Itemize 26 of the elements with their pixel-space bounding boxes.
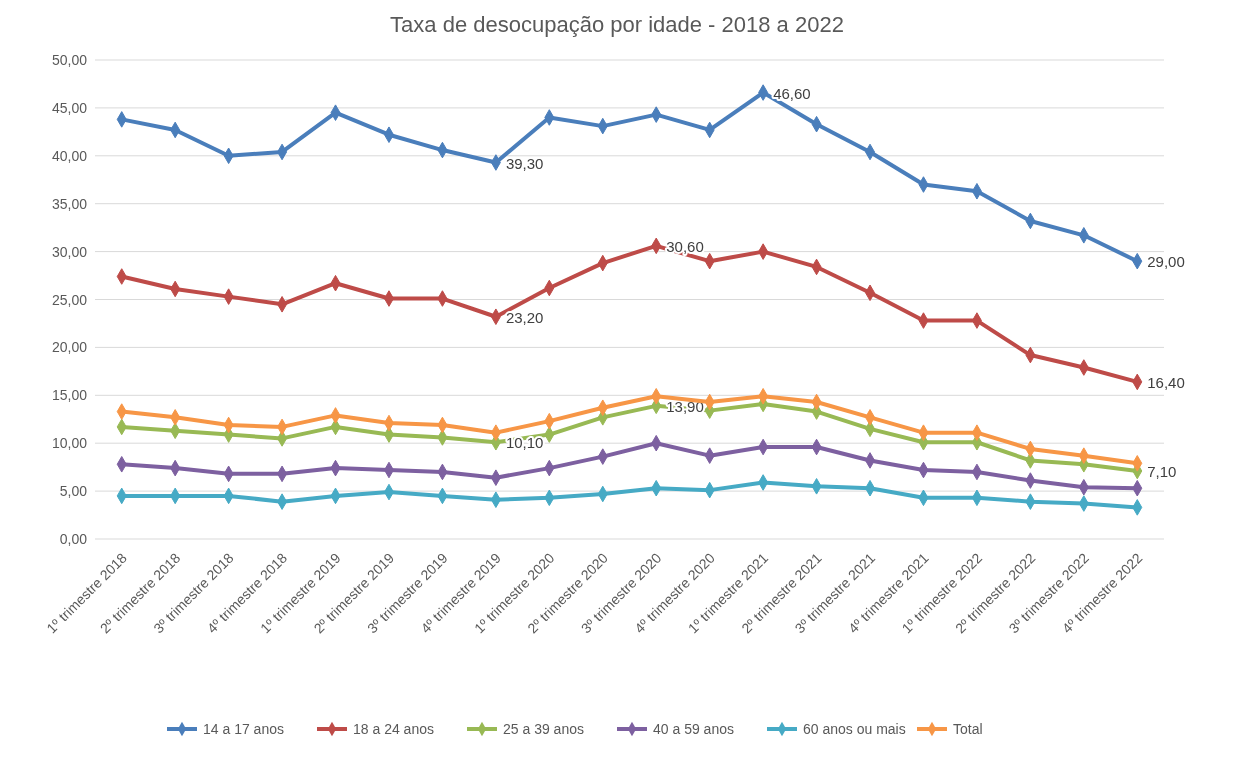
data-label: 39,30 <box>505 154 544 172</box>
y-tick-label: 25,00 <box>51 291 88 308</box>
legend-label: 25 a 39 anos <box>503 721 584 737</box>
y-tick-label: 0,00 <box>59 531 88 547</box>
data-label: 7,10 <box>1147 462 1177 480</box>
y-tick-label: 5,00 <box>59 483 88 500</box>
legend-label: 18 a 24 anos <box>353 721 434 737</box>
data-label: 46,60 <box>773 84 811 102</box>
y-tick-label: 20,00 <box>51 339 88 356</box>
y-tick-label: 15,00 <box>51 387 88 404</box>
data-label: 10,10 <box>505 434 544 452</box>
chart-title: Taxa de desocupação por idade - 2018 a 2022 <box>390 12 844 37</box>
data-label: 29,00 <box>1147 253 1185 271</box>
legend-label: 40 a 59 anos <box>653 721 734 737</box>
data-label: 23,20 <box>505 308 544 326</box>
y-tick-label: 50,00 <box>51 52 88 68</box>
y-tick-label: 40,00 <box>51 147 88 164</box>
y-tick-label: 10,00 <box>51 435 88 452</box>
data-label: 16,40 <box>1147 373 1185 391</box>
data-label: 30,60 <box>666 237 704 255</box>
y-tick-label: 30,00 <box>51 243 88 260</box>
y-tick-label: 45,00 <box>51 99 88 116</box>
legend-label: 60 anos ou mais <box>803 721 906 737</box>
legend-label: 14 a 17 anos <box>203 721 284 737</box>
y-tick-label: 35,00 <box>51 195 88 212</box>
legend-label: Total <box>953 721 983 737</box>
